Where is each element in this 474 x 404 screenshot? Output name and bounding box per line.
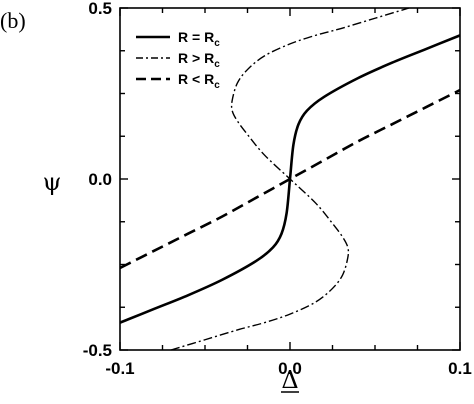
series-line-2 [119,88,461,270]
legend: R = Rc R > Rc R < Rc [136,29,220,91]
legend-label-rc-greater: R > Rc [178,50,220,70]
y-tick-label-middle: 0.0 [88,170,112,189]
tick-marks [119,7,461,351]
y-tick-label-top: 0.5 [88,0,112,18]
panel-label: (b) [0,8,26,33]
x-axis-label: Δ [281,366,298,394]
y-tick-label-bottom: -0.5 [83,341,112,360]
legend-label-rc-equal: R = Rc [178,29,220,49]
legend-label-rc-less: R < Rc [178,71,220,91]
y-axis-label: ψ [43,168,62,196]
x-tick-label-right: 0.1 [448,359,472,378]
x-tick-label-middle: 0.0 [278,359,302,378]
x-tick-label-left: -0.1 [105,359,134,378]
series-layer [119,7,461,351]
